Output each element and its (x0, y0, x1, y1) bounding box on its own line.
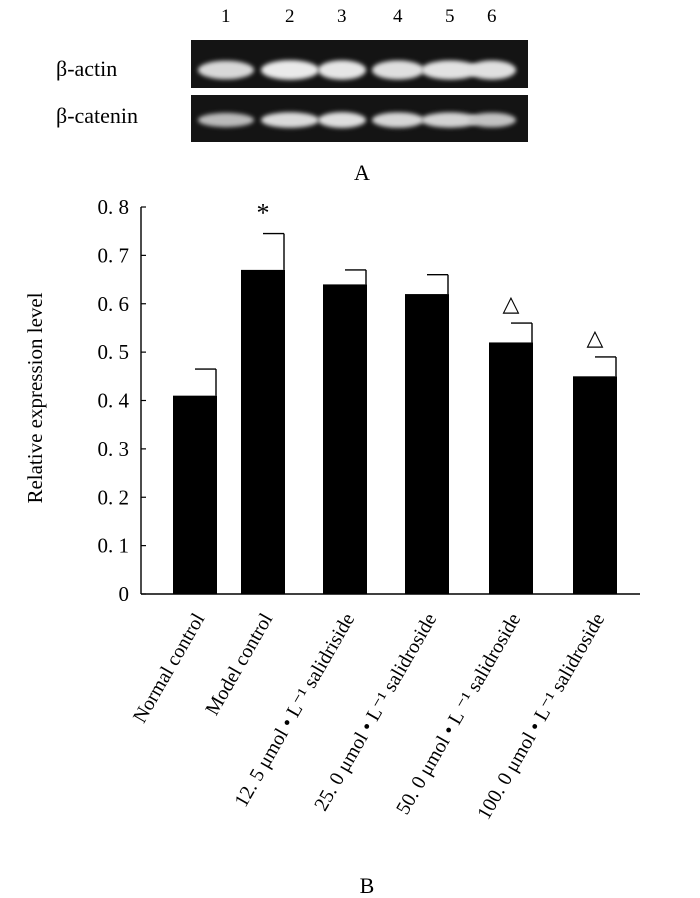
blot-band (261, 60, 319, 80)
lane-number: 6 (487, 6, 497, 27)
blot-band (468, 60, 516, 80)
bars (173, 269, 617, 594)
significance-marks: * △ △ (257, 199, 604, 350)
y-axis-label: Relative expression level (23, 292, 47, 503)
y-tick-label: 0. 1 (98, 534, 130, 558)
y-axis: 0 0. 1 0. 2 0. 3 0. 4 0. 5 0. 6 0. 7 0. 8 (98, 195, 640, 606)
y-tick-label: 0. 5 (98, 340, 130, 364)
y-tick-label: 0 (119, 582, 130, 606)
blot-band (198, 60, 254, 80)
y-tick-label: 0. 4 (98, 389, 130, 413)
lane-number: 1 (221, 6, 231, 27)
x-tick-label: Normal control (129, 609, 210, 727)
significance-mark: * (257, 199, 270, 228)
blot-band (468, 112, 516, 128)
blot-band (421, 112, 479, 128)
y-tick-label: 0. 3 (98, 437, 130, 461)
y-tick-label: 0. 8 (98, 195, 130, 219)
significance-mark: △ (503, 291, 520, 316)
blot-band (261, 112, 319, 128)
lane-number: 3 (337, 6, 347, 27)
bar (489, 342, 533, 594)
lane-number: 2 (285, 6, 295, 27)
y-tick-label: 0. 2 (98, 485, 130, 509)
x-tick-label: Model control (201, 609, 277, 719)
bar (573, 376, 617, 594)
bar (405, 294, 449, 594)
lane-number: 5 (445, 6, 455, 27)
error-bars (195, 232, 617, 396)
blot-band (372, 112, 424, 128)
blot-row-label-catenin: β-catenin (56, 103, 139, 128)
bar (323, 284, 367, 594)
lane-number: 4 (393, 6, 403, 27)
blot-band (318, 60, 366, 80)
panel-label-b: B (360, 873, 375, 898)
bar (241, 269, 285, 594)
blot-row-label-actin: β-actin (56, 56, 118, 81)
blot-band (421, 60, 479, 80)
blot-band (198, 112, 254, 128)
y-tick-label: 0. 6 (98, 292, 130, 316)
blot-image (191, 40, 528, 142)
blot-band (372, 60, 424, 80)
significance-mark: △ (587, 325, 604, 350)
blot-band (318, 112, 366, 128)
y-tick-label: 0. 7 (98, 243, 130, 267)
bar (173, 395, 217, 594)
panel-label-a: A (354, 160, 370, 185)
